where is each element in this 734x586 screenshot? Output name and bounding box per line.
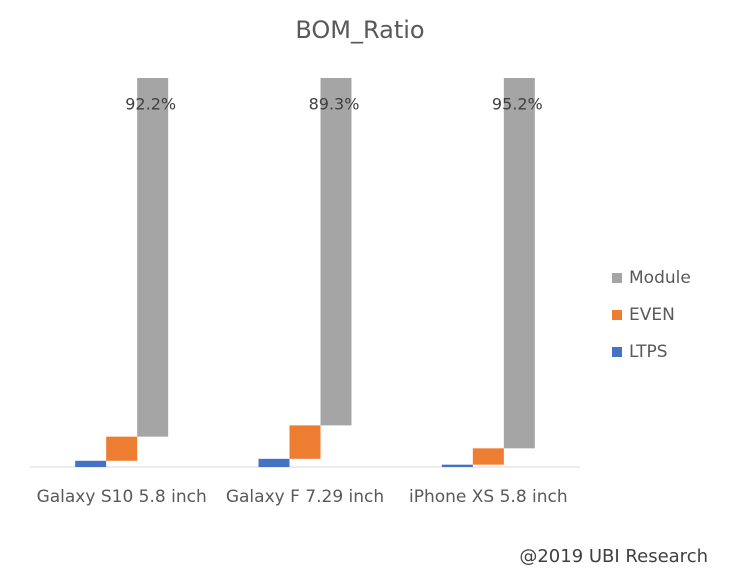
bar [106, 436, 138, 461]
annotation: @2019 UBI Research [519, 546, 708, 567]
x-tick-label: Galaxy F 7.29 inch [226, 487, 384, 507]
legend-swatch [612, 310, 622, 320]
bar [75, 460, 107, 467]
bar [258, 458, 290, 467]
chart-title: BOM_Ratio [295, 16, 424, 44]
data-label: 89.3% [309, 95, 360, 114]
bar [503, 78, 535, 449]
legend-swatch [612, 273, 622, 283]
bar [137, 78, 169, 437]
x-tick-label: iPhone XS 5.8 inch [409, 487, 568, 507]
bar [441, 464, 473, 467]
legend-label: Module [629, 268, 691, 288]
legend-label: LTPS [629, 342, 668, 362]
data-label: 95.2% [492, 95, 543, 114]
bar [320, 78, 352, 426]
bar [472, 448, 504, 465]
x-tick-label: Galaxy S10 5.8 inch [37, 487, 207, 507]
legend-label: EVEN [629, 305, 675, 325]
legend-swatch [612, 347, 622, 357]
bar [289, 425, 321, 459]
data-label: 92.2% [125, 95, 176, 114]
